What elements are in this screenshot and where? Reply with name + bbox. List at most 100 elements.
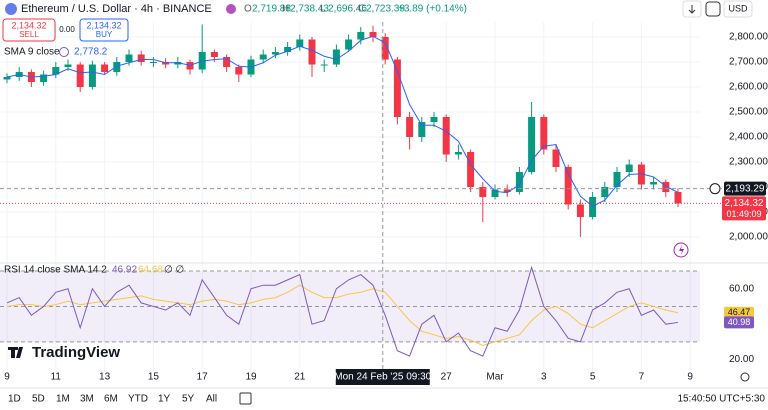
y-tick-label: 2,000.00	[729, 232, 768, 243]
sell-price: 2,134.32	[11, 20, 46, 30]
candle-body	[454, 152, 462, 155]
candle-body	[52, 67, 60, 75]
candle-body	[332, 49, 340, 65]
brand: TradingView	[32, 344, 120, 361]
ohlc-value: 2,723.39	[366, 4, 405, 15]
rsi-tick-label: 60.00	[729, 283, 754, 294]
timeframe-button[interactable]: 1M	[56, 394, 70, 405]
candle-body	[381, 37, 389, 60]
timeframe-button[interactable]: 1Y	[158, 394, 171, 405]
y-tick-label: 2,600.00	[729, 82, 768, 93]
rsi-extra: ∅ ∅	[164, 265, 184, 276]
crosshair-price-box	[724, 181, 766, 196]
x-tick-label: 27	[441, 372, 453, 383]
x-tick-label: 11	[51, 372, 62, 383]
sma-value: 2,778.2	[74, 47, 108, 58]
currency: USD	[728, 3, 748, 13]
timeframe-button[interactable]: 3M	[80, 394, 94, 405]
candle-body	[552, 149, 560, 167]
candle-body	[284, 47, 292, 52]
plot	[3, 24, 682, 357]
arrow-button[interactable]	[682, 0, 702, 18]
x-tick-label: 17	[197, 372, 209, 383]
currency-button[interactable]	[723, 0, 753, 18]
candle-body	[650, 182, 658, 185]
sma-line	[6, 35, 679, 207]
rsi-value: 46.92	[112, 265, 137, 276]
eth-icon	[5, 3, 17, 15]
candle-body	[589, 197, 597, 217]
rsi-tag-box	[724, 316, 754, 329]
sell-label: SELL	[19, 30, 39, 39]
y-tick-label: 2,500.00	[729, 107, 768, 118]
x-tick-label: 9	[4, 372, 10, 383]
candle-body	[64, 64, 72, 67]
share-icon[interactable]	[226, 4, 236, 14]
candle-body	[308, 39, 316, 65]
candle-body	[357, 32, 365, 40]
date-range-icon[interactable]	[239, 392, 252, 405]
ohlc-value: 2,719.88	[252, 4, 291, 15]
x-tick-label: 7	[639, 372, 645, 383]
fullscreen-button[interactable]	[705, 1, 721, 17]
candle-body	[515, 172, 523, 192]
clock: 15:40:50 UTC+5:30	[677, 394, 765, 405]
candle-body	[479, 187, 487, 197]
candle-body	[406, 117, 414, 137]
candle-body	[271, 52, 279, 55]
candle-body	[637, 164, 645, 185]
timeframe-button[interactable]: 5D	[32, 394, 45, 405]
candle-body	[528, 117, 536, 172]
candle-body	[467, 152, 475, 187]
timeframe-button[interactable]: All	[206, 394, 217, 405]
candle-body	[40, 74, 48, 82]
candle-body	[491, 189, 499, 197]
candle-body	[259, 54, 267, 60]
rsi-legend: RSI 14 close SMA 14 2	[4, 265, 107, 276]
x-tick-label: 15	[148, 372, 160, 383]
crosshair-date: Mon 24 Feb '25 09:30	[334, 372, 431, 383]
timeframe-button[interactable]: 6M	[104, 394, 118, 405]
settings-icon[interactable]	[740, 372, 750, 382]
rsi-line	[6, 265, 679, 357]
timeframes: 1D 5D 1M 3M 6M YTD 1Y 5Y All	[8, 392, 252, 405]
candle-body	[576, 204, 584, 217]
candle-body	[210, 52, 218, 57]
y-tick-label: 2,700.00	[729, 57, 768, 68]
rsi-sma-line	[6, 284, 679, 346]
y-tick-label: 2,400.00	[729, 132, 768, 143]
candle-body	[320, 64, 328, 66]
candle-body	[296, 39, 304, 47]
candle-body	[345, 39, 353, 50]
ohlc-key: H	[282, 4, 289, 15]
buy-label: BUY	[96, 30, 113, 39]
candle-body	[625, 164, 633, 172]
candle-body	[235, 67, 243, 75]
y-tick-label: 2,300.00	[729, 157, 768, 168]
candle-body	[125, 54, 133, 62]
rsi-tag: 40.98	[728, 317, 751, 327]
timeframe-button[interactable]: 1D	[8, 394, 21, 405]
candle-body	[113, 62, 121, 72]
buy-button[interactable]	[79, 18, 129, 42]
x-tick-label: 13	[99, 372, 111, 383]
rsi-tick-label: 20.00	[729, 354, 754, 365]
timeframe-button[interactable]: 5Y	[182, 394, 195, 405]
ohlc-key: L	[320, 4, 326, 15]
candle-body	[601, 187, 609, 197]
x-tick-label: 21	[294, 372, 306, 383]
candle-body	[149, 62, 157, 63]
x-tick-label: 5	[590, 372, 596, 383]
timeframe-button[interactable]: YTD	[128, 394, 148, 405]
alert-bolt	[679, 245, 684, 255]
crosshair-icon	[709, 183, 721, 195]
candle-body	[674, 192, 682, 204]
x-tick-label: 19	[245, 372, 257, 383]
sell-button[interactable]	[2, 18, 56, 42]
last-price: 2,134.32	[725, 198, 764, 209]
candle-body	[540, 117, 548, 150]
candle-body	[430, 117, 438, 122]
brand-logo	[8, 347, 23, 358]
candle-body	[3, 77, 11, 80]
alert-icon[interactable]	[673, 242, 689, 258]
